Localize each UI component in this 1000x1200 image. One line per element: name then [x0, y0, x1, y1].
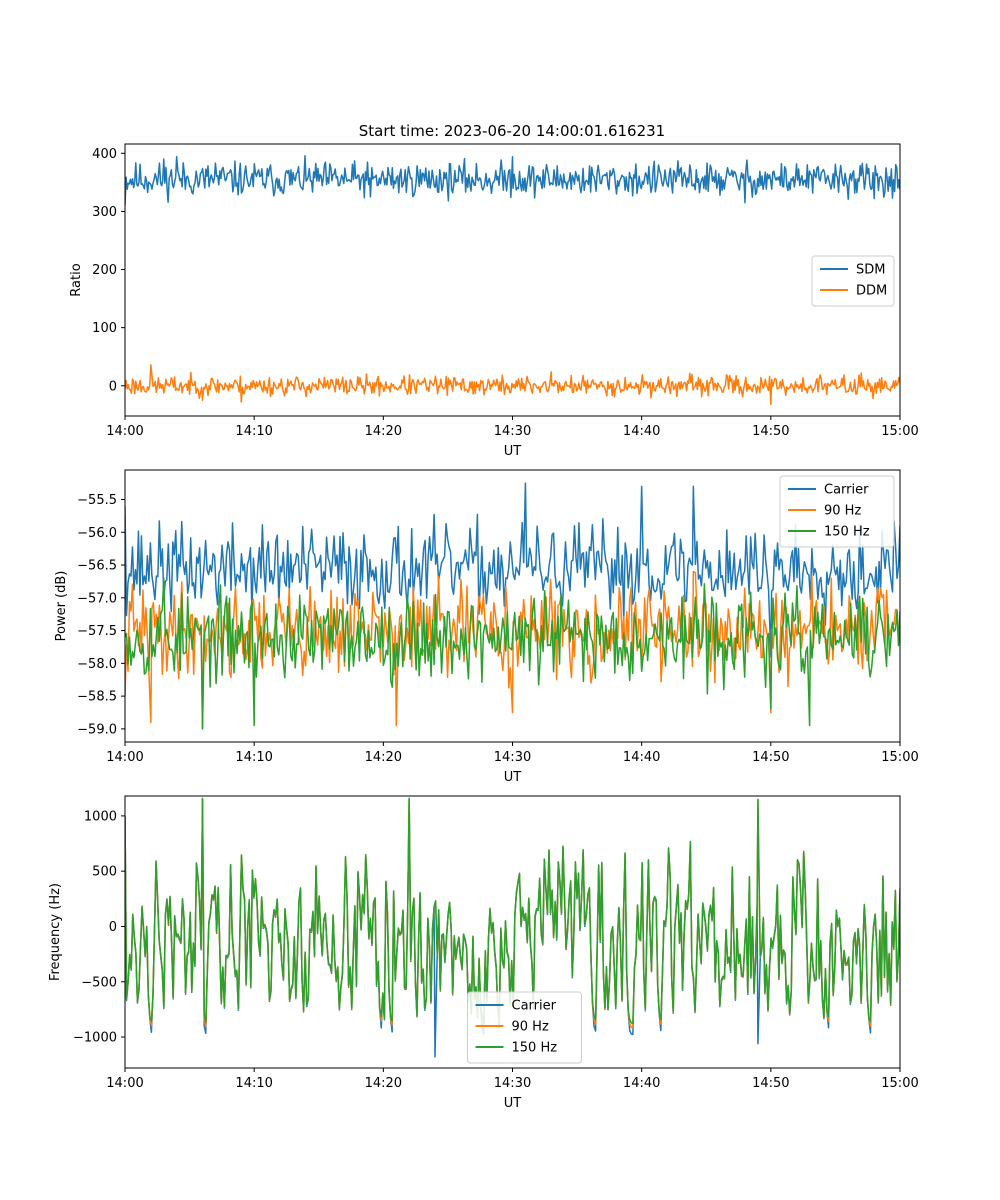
y-tick-label: −57.5 [77, 624, 117, 639]
x-tick-label: 14:20 [365, 1076, 402, 1091]
x-tick-label: 15:00 [881, 1076, 918, 1091]
x-tick-label: 14:30 [494, 424, 531, 439]
x-tick-label: 14:10 [235, 1076, 272, 1091]
y-axis-label: Ratio [69, 263, 84, 296]
x-tick-label: 15:00 [881, 750, 918, 765]
y-tick-label: −56.0 [77, 526, 117, 541]
legend-label-150-hz: 150 Hz [512, 1041, 558, 1056]
x-tick-label: 14:10 [235, 750, 272, 765]
plot-area [125, 797, 900, 1058]
x-tick-label: 14:10 [235, 424, 272, 439]
x-tick-label: 14:50 [752, 750, 789, 765]
x-tick-label: 14:00 [106, 1076, 143, 1091]
y-tick-label: 0 [109, 920, 117, 935]
x-axis-label: UT [504, 444, 522, 459]
y-tick-label: 0 [109, 379, 117, 394]
legend-box [779, 475, 895, 548]
y-tick-label: 300 [92, 205, 117, 220]
legend-label-150-hz: 150 Hz [824, 525, 870, 540]
x-tick-label: 14:00 [106, 424, 143, 439]
x-tick-label: 14:20 [365, 424, 402, 439]
legend-label-90-hz: 90 Hz [824, 504, 861, 519]
legend-box [467, 991, 582, 1064]
x-axis-label: UT [504, 1096, 522, 1111]
y-tick-label: −57.0 [77, 591, 117, 606]
series-line-sdm [125, 155, 900, 206]
panel-2: 14:00 14:10 14:20 14:30 14:40 14:50 15:00 −59.0… [54, 469, 919, 785]
x-tick-label: 14:20 [365, 750, 402, 765]
y-tick-label: −1000 [73, 1031, 117, 1046]
y-tick-label: 200 [92, 263, 117, 278]
legend-label-carrier: Carrier [512, 999, 557, 1014]
panel-3: 14:00 14:10 14:20 14:30 14:40 14:50 15:00 −1000… [48, 795, 919, 1111]
series-line-150-hz [125, 797, 900, 1025]
series-line-150-hz [125, 577, 900, 730]
y-tick-label: −56.5 [77, 559, 117, 574]
legend-label-ddm: DDM [856, 284, 887, 299]
y-tick-label: −500 [81, 975, 117, 990]
y-axis-label: Power (dB) [54, 571, 69, 642]
x-tick-label: 14:00 [106, 750, 143, 765]
y-tick-label: −59.0 [77, 722, 117, 737]
y-tick-label: 1000 [84, 809, 117, 824]
plot-area [125, 482, 900, 730]
plot-area [125, 155, 900, 406]
legend: Carrier 90 Hz 150 Hz [779, 475, 895, 548]
legend-label-sdm: SDM [856, 263, 885, 278]
y-tick-label: −58.0 [77, 657, 117, 672]
x-tick-label: 14:30 [494, 750, 531, 765]
chart-title: Start time: 2023-06-20 14:00:01.616231 [359, 122, 665, 140]
y-tick-label: 100 [92, 321, 117, 336]
x-tick-label: 14:30 [494, 1076, 531, 1091]
series-line-ddm [125, 364, 900, 406]
x-axis-label: UT [504, 770, 522, 785]
x-tick-label: 14:40 [623, 750, 660, 765]
x-tick-label: 14:50 [752, 1076, 789, 1091]
y-axis-label: Frequency (Hz) [48, 883, 63, 981]
y-tick-label: 400 [92, 147, 117, 162]
series-line-carrier [125, 482, 900, 658]
x-tick-label: 14:40 [623, 1076, 660, 1091]
panel-1: 14:00 14:10 14:20 14:30 14:40 14:50 15:00 0 100 2… [69, 143, 919, 459]
y-tick-label: −55.5 [77, 493, 117, 508]
x-tick-label: 15:00 [881, 424, 918, 439]
y-tick-label: −58.5 [77, 690, 117, 705]
legend: SDM DDM [811, 255, 895, 307]
chart-panels: 14:00 14:10 14:20 14:30 14:40 14:50 15:00 0 100 2… [48, 143, 919, 1111]
legend-label-90-hz: 90 Hz [512, 1020, 549, 1035]
x-tick-label: 14:50 [752, 424, 789, 439]
y-tick-label: 500 [92, 865, 117, 880]
legend-label-carrier: Carrier [824, 483, 869, 498]
legend: Carrier 90 Hz 150 Hz [467, 991, 582, 1064]
x-tick-label: 14:40 [623, 424, 660, 439]
